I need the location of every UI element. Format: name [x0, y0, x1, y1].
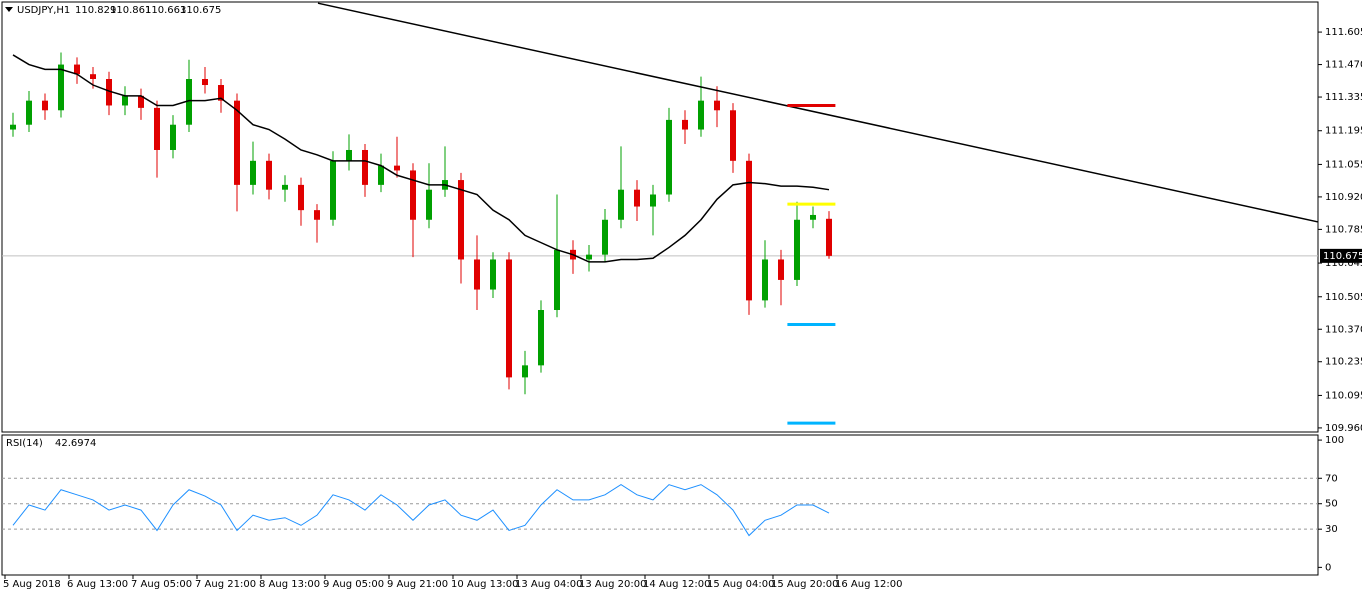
candle-body [378, 165, 384, 185]
y-tick-label: 110.370 [1325, 324, 1362, 335]
candle-body [186, 79, 192, 125]
candle-body [698, 100, 704, 130]
candle-body [810, 214, 816, 220]
y-tick-label: 111.605 [1325, 27, 1362, 38]
main-panel [1, 1, 1319, 433]
candle-body [10, 124, 16, 130]
high: 110.861 [110, 5, 151, 16]
low: 110.663 [145, 5, 186, 16]
x-tick-label: 10 Aug 13:00 [451, 579, 518, 590]
x-tick-label: 13 Aug 20:00 [579, 579, 646, 590]
candle-body [58, 64, 64, 111]
candle-body [650, 194, 656, 207]
rsi-title: RSI(14) [6, 438, 43, 449]
y-tick-label: 110.235 [1325, 357, 1362, 368]
candle-body [682, 119, 688, 130]
candle-body [122, 95, 128, 106]
candle-body [266, 160, 272, 190]
y-tick-label: 111.055 [1325, 159, 1362, 170]
rsi-line [12, 484, 830, 537]
close: 110.675 [180, 5, 221, 16]
candle-body [426, 189, 432, 220]
candle-body [218, 85, 224, 101]
candle-body [330, 160, 336, 220]
candle-body [602, 219, 608, 255]
candle-body [586, 254, 592, 260]
menu-arrow[interactable] [5, 7, 13, 12]
candle-body [346, 149, 352, 161]
candle-body [314, 210, 320, 220]
y-tick-label: 111.195 [1325, 126, 1362, 137]
y-tick-label: 111.335 [1325, 92, 1362, 103]
rsi-panel [1, 434, 1319, 576]
candle-body [42, 100, 48, 111]
y-tick-label: 110.095 [1325, 390, 1362, 401]
rsi-tick-label: 100 [1325, 435, 1344, 446]
x-tick-label: 9 Aug 05:00 [323, 579, 384, 590]
candle-body [506, 259, 512, 378]
y-tick-label: 110.920 [1325, 192, 1362, 203]
candle-body [234, 100, 240, 185]
candle-body [522, 365, 528, 378]
candle-body [282, 184, 288, 190]
y-tick-label: 110.645 [1325, 258, 1362, 269]
x-tick-label: 14 Aug 12:00 [643, 579, 710, 590]
candle-body [298, 184, 304, 211]
candle-body [618, 189, 624, 220]
candle-body [170, 124, 176, 150]
moving-average [12, 54, 830, 263]
candle-body [666, 119, 672, 195]
candle-body [826, 218, 832, 256]
candle-body [410, 170, 416, 220]
x-tick-label: 15 Aug 20:00 [771, 579, 838, 590]
candle-body [778, 259, 784, 280]
candle-body [538, 310, 544, 366]
trendline [317, 2, 1319, 223]
symbol: USDJPY,H1 [17, 5, 70, 16]
y-tick-label: 110.505 [1325, 292, 1362, 303]
candle-body [362, 149, 368, 185]
candle-body [250, 160, 256, 185]
x-tick-label: 5 Aug 2018 [3, 579, 61, 590]
candle-body [714, 100, 720, 111]
candle-body [106, 79, 112, 106]
rsi-tick-label: 50 [1325, 499, 1338, 510]
candle-body [746, 160, 752, 301]
x-tick-label: 15 Aug 04:00 [707, 579, 774, 590]
candle-body [762, 259, 768, 301]
rsi-tick-label: 70 [1325, 473, 1338, 484]
rsi-tick-label: 30 [1325, 524, 1338, 535]
x-tick-label: 13 Aug 04:00 [515, 579, 582, 590]
candle-body [554, 249, 560, 311]
rsi-value: 42.6974 [55, 438, 96, 449]
y-tick-label: 111.470 [1325, 60, 1362, 71]
open: 110.829 [75, 5, 116, 16]
x-tick-label: 7 Aug 05:00 [131, 579, 192, 590]
x-tick-label: 7 Aug 21:00 [195, 579, 256, 590]
candle-body [26, 100, 32, 125]
candle-body [730, 110, 736, 161]
candle-body [202, 79, 208, 86]
candle-body [394, 165, 400, 171]
candle-body [794, 219, 800, 280]
x-tick-label: 8 Aug 13:00 [259, 579, 320, 590]
x-tick-label: 16 Aug 12:00 [835, 579, 902, 590]
y-tick-label: 110.785 [1325, 224, 1362, 235]
x-tick-label: 9 Aug 21:00 [387, 579, 448, 590]
candle-body [74, 64, 80, 75]
rsi-tick-label: 0 [1325, 562, 1331, 573]
candle-body [154, 107, 160, 150]
candle-body [138, 95, 144, 108]
candle-body [90, 74, 96, 80]
price-label: 110.675 [1323, 251, 1362, 262]
candle-body [458, 180, 464, 260]
candle-body [634, 189, 640, 207]
candle-body [490, 259, 496, 290]
candle-body [474, 259, 480, 290]
x-tick-label: 6 Aug 13:00 [67, 579, 128, 590]
y-tick-label: 109.960 [1325, 423, 1362, 434]
price-box [1320, 248, 1362, 263]
